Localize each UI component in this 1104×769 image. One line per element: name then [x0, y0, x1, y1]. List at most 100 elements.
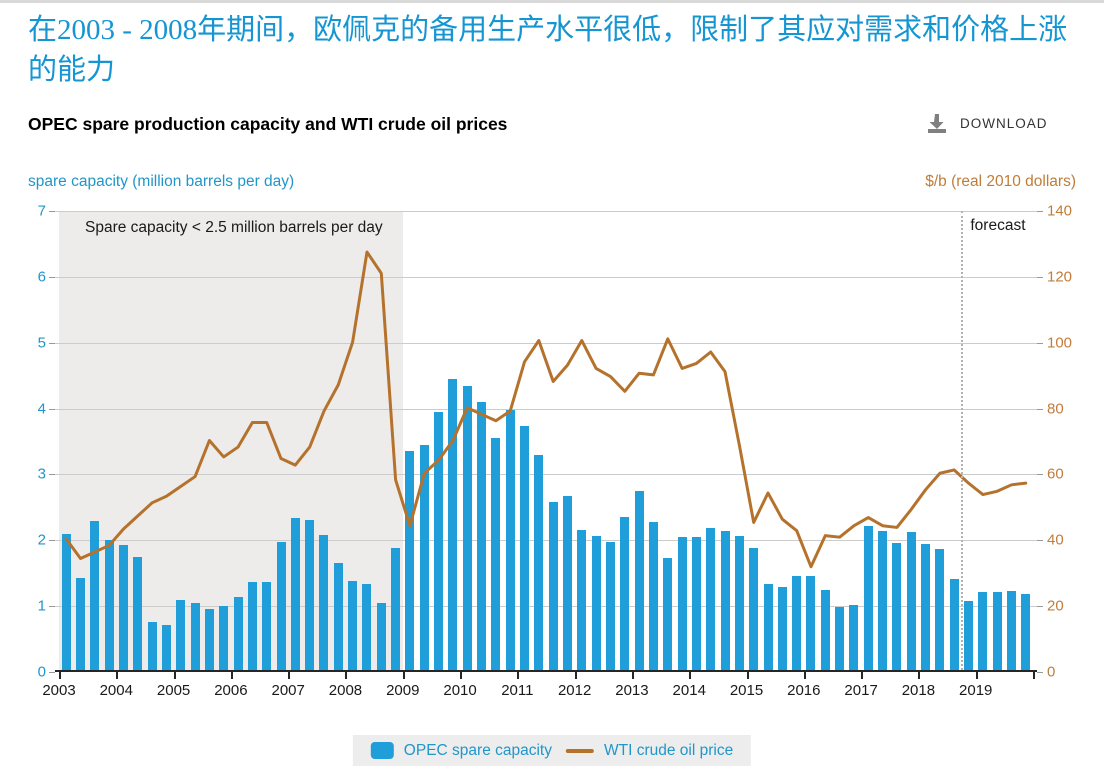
opec-spare-capacity-bar	[362, 584, 372, 670]
left-axis-tickmark	[49, 540, 55, 542]
opec-spare-capacity-bar	[448, 378, 458, 670]
x-axis-tickmark	[173, 672, 176, 679]
gridline	[55, 211, 1037, 212]
opec-spare-capacity-bar	[706, 527, 716, 670]
right-axis-tickmark	[1037, 540, 1043, 542]
legend-label: WTI crude oil price	[603, 741, 734, 759]
forecast-label: forecast	[970, 217, 1026, 234]
opec-spare-capacity-bar	[648, 522, 658, 670]
opec-spare-capacity-bar	[691, 536, 701, 670]
left-axis-title: spare capacity (million barrels per day)	[28, 173, 295, 190]
right-axis-tickmark	[1037, 342, 1043, 344]
x-axis-tickmark	[689, 672, 692, 679]
left-axis-tickmark	[49, 211, 55, 212]
left-axis-tickmark	[49, 672, 55, 673]
opec-spare-capacity-bar	[61, 533, 71, 670]
opec-spare-capacity-bar	[1007, 590, 1016, 670]
opec-spare-capacity-bar	[348, 581, 358, 670]
x-axis-year-label: 2003	[42, 682, 76, 699]
opec-spare-capacity-bar	[477, 401, 487, 670]
opec-spare-capacity-bar	[161, 625, 171, 670]
left-axis-tickmark	[49, 276, 55, 278]
left-axis-tickmark	[49, 342, 55, 344]
x-axis-tickmark	[631, 672, 634, 679]
x-axis-year-label: 2008	[328, 682, 363, 699]
opec-spare-capacity-bar	[720, 531, 730, 670]
x-axis-year-label: 2016	[787, 682, 821, 699]
left-axis-tick-label: 6	[37, 268, 46, 286]
download-button[interactable]: DOWNLOAD	[926, 112, 1048, 134]
x-axis-year-label: 2004	[99, 682, 133, 699]
opec-spare-capacity-bar	[663, 558, 673, 670]
left-axis-tick-label: 0	[37, 663, 46, 681]
legend-item-opec-spare-capacity[interactable]: OPEC spare capacity	[370, 742, 552, 760]
gridline	[55, 540, 1037, 542]
right-axis-tick-label: 40	[1047, 531, 1064, 549]
low-spare-capacity-shaded-region	[59, 211, 403, 670]
chart-title: OPEC spare production capacity and WTI c…	[28, 114, 508, 134]
x-axis-year-label: 2018	[901, 682, 936, 699]
right-axis-tickmark	[1037, 672, 1043, 673]
x-axis-year-label: 2010	[443, 682, 477, 699]
x-axis-year-label: 2014	[672, 682, 706, 699]
x-axis-tickmark	[345, 672, 348, 679]
opec-spare-capacity-bar	[935, 549, 945, 670]
left-axis-tickmark	[49, 408, 55, 410]
opec-spare-capacity-bar	[634, 490, 644, 670]
opec-spare-capacity-bar	[892, 542, 902, 670]
legend-item-wti-crude-oil-price[interactable]: WTI crude oil price	[565, 741, 734, 760]
opec-spare-capacity-bar	[434, 411, 444, 670]
opec-spare-capacity-bar	[219, 606, 229, 670]
left-axis-tick-label: 4	[37, 400, 46, 418]
opec-spare-capacity-bar	[520, 426, 529, 670]
x-axis-tickmark	[746, 672, 749, 679]
x-axis-year-label: 2009	[386, 682, 420, 699]
opec-spare-capacity-bar	[820, 589, 830, 670]
opec-spare-capacity-bar	[405, 450, 415, 670]
opec-spare-capacity-bar	[462, 385, 472, 670]
opec-spare-capacity-bar	[749, 547, 759, 670]
opec-spare-capacity-bar	[391, 547, 401, 670]
download-icon	[926, 112, 948, 134]
opec-spare-capacity-bar	[734, 536, 744, 670]
x-axis-tickmark	[1033, 672, 1035, 679]
forecast-divider-line	[961, 211, 964, 670]
opec-spare-capacity-bar	[90, 520, 100, 670]
bar-series-swatch	[370, 742, 394, 759]
left-axis-tick-label: 3	[37, 465, 46, 483]
opec-spare-capacity-bar	[118, 544, 128, 670]
opec-spare-capacity-bar	[777, 587, 787, 670]
opec-spare-capacity-bar	[763, 583, 773, 670]
download-label: DOWNLOAD	[960, 115, 1048, 131]
right-axis-tick-label: 100	[1047, 334, 1073, 352]
gridline	[55, 408, 1037, 410]
right-axis-tick-label: 0	[1047, 663, 1056, 681]
opec-spare-capacity-bar	[835, 607, 845, 670]
left-axis-tickmark	[49, 474, 55, 476]
x-axis-year-label: 2019	[959, 682, 993, 699]
gridline	[55, 606, 1037, 608]
opec-spare-capacity-bar	[276, 541, 286, 670]
opec-spare-capacity-bar	[605, 541, 615, 670]
opec-spare-capacity-bar	[104, 539, 114, 670]
left-axis-tick-label: 2	[37, 531, 46, 549]
x-axis-tickmark	[975, 672, 978, 679]
page-title: 在2003 - 2008年期间，欧佩克的备用生产水平很低，限制了其应对需求和价格…	[28, 14, 1068, 86]
opec-spare-capacity-bar	[577, 529, 587, 670]
x-axis-year-label: 2015	[729, 682, 764, 699]
opec-spare-capacity-bar	[964, 600, 974, 670]
right-axis-tickmark	[1037, 211, 1043, 212]
opec-spare-capacity-bar	[878, 531, 888, 670]
opec-spare-capacity-bar	[548, 502, 558, 670]
x-axis-tickmark	[861, 672, 864, 679]
opec-spare-capacity-bar	[505, 409, 515, 670]
opec-spare-capacity-bar	[978, 591, 988, 670]
x-axis-tickmark	[59, 672, 61, 679]
opec-spare-capacity-bar	[262, 582, 272, 670]
chart-legend: OPEC spare capacity WTI crude oil price	[352, 735, 752, 766]
chart-plot: 0 0 1 20 2 40 3 60 4 80 5 100 6 120 7 140 forecast Spare …	[38, 203, 1072, 700]
opec-spare-capacity-bar	[949, 579, 959, 670]
opec-spare-capacity-bar	[319, 535, 329, 670]
right-axis-title: $/b (real 2010 dollars)	[925, 173, 1076, 190]
opec-spare-capacity-bar	[591, 535, 601, 670]
